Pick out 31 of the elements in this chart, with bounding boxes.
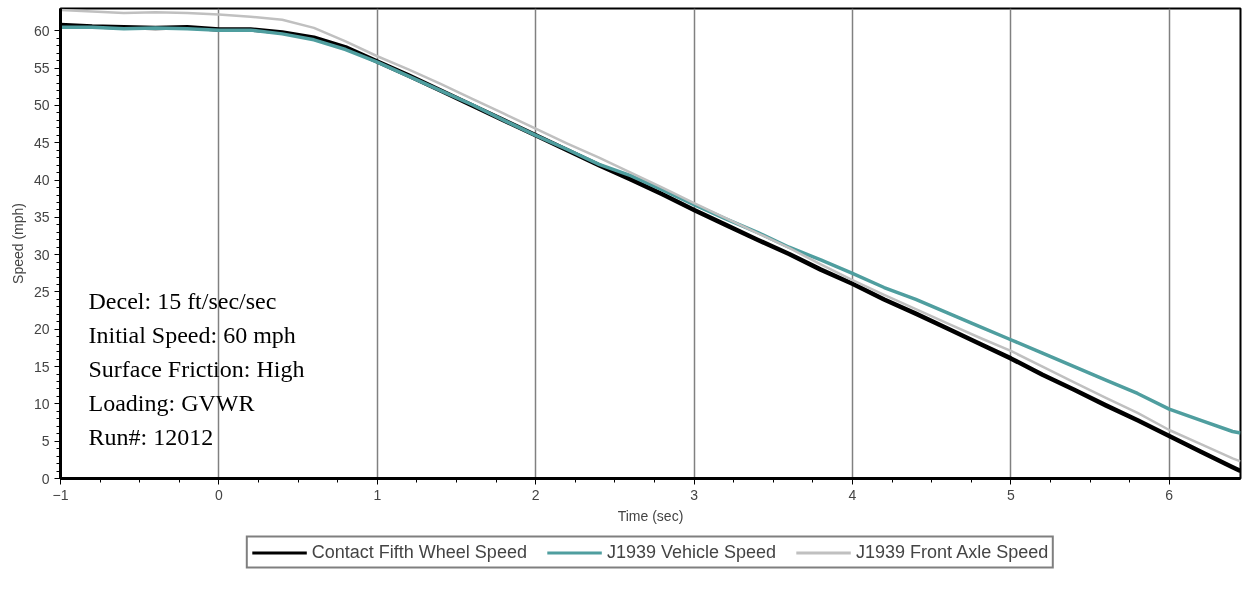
y-tick-label: 40 [33,172,50,189]
y-tick-label: 15 [33,358,50,375]
annotation: Loading: GVWR [88,389,255,416]
x-tick-label: 4 [848,486,857,503]
legend-label: J1939 Front Axle Speed [856,541,1049,563]
y-axis-title: Speed (mph) [9,203,26,284]
annotation: Decel: 15 ft/sec/sec [88,287,277,314]
annotation: Run#: 12012 [88,423,214,450]
annotation: Initial Speed: 60 mph [88,321,296,348]
y-tick-label: 10 [33,395,50,412]
y-tick-label: 25 [33,283,50,300]
y-tick-label: 60 [33,22,50,39]
y-tick-label: 5 [41,433,50,450]
x-tick-label: 6 [1165,486,1174,503]
y-tick-label: 20 [33,321,50,338]
y-tick-label: 45 [33,134,50,151]
x-tick-label: 5 [1006,486,1015,503]
x-axis-title: Time (sec) [617,507,684,524]
x-tick-label: 1 [373,486,382,503]
y-tick-label: 30 [33,246,50,263]
y-tick-label: 35 [33,209,50,226]
y-tick-label: 50 [33,97,50,114]
x-tick-label: 2 [531,486,540,503]
y-tick-label: 0 [41,470,50,487]
legend-label: J1939 Vehicle Speed [606,541,777,563]
legend-label: Contact Fifth Wheel Speed [311,541,527,563]
x-tick-label: 0 [215,486,223,503]
x-tick-label: −1 [52,486,69,503]
x-tick-label: 3 [690,486,699,503]
y-tick-label: 55 [33,60,50,77]
annotation: Surface Friction: High [88,355,305,382]
